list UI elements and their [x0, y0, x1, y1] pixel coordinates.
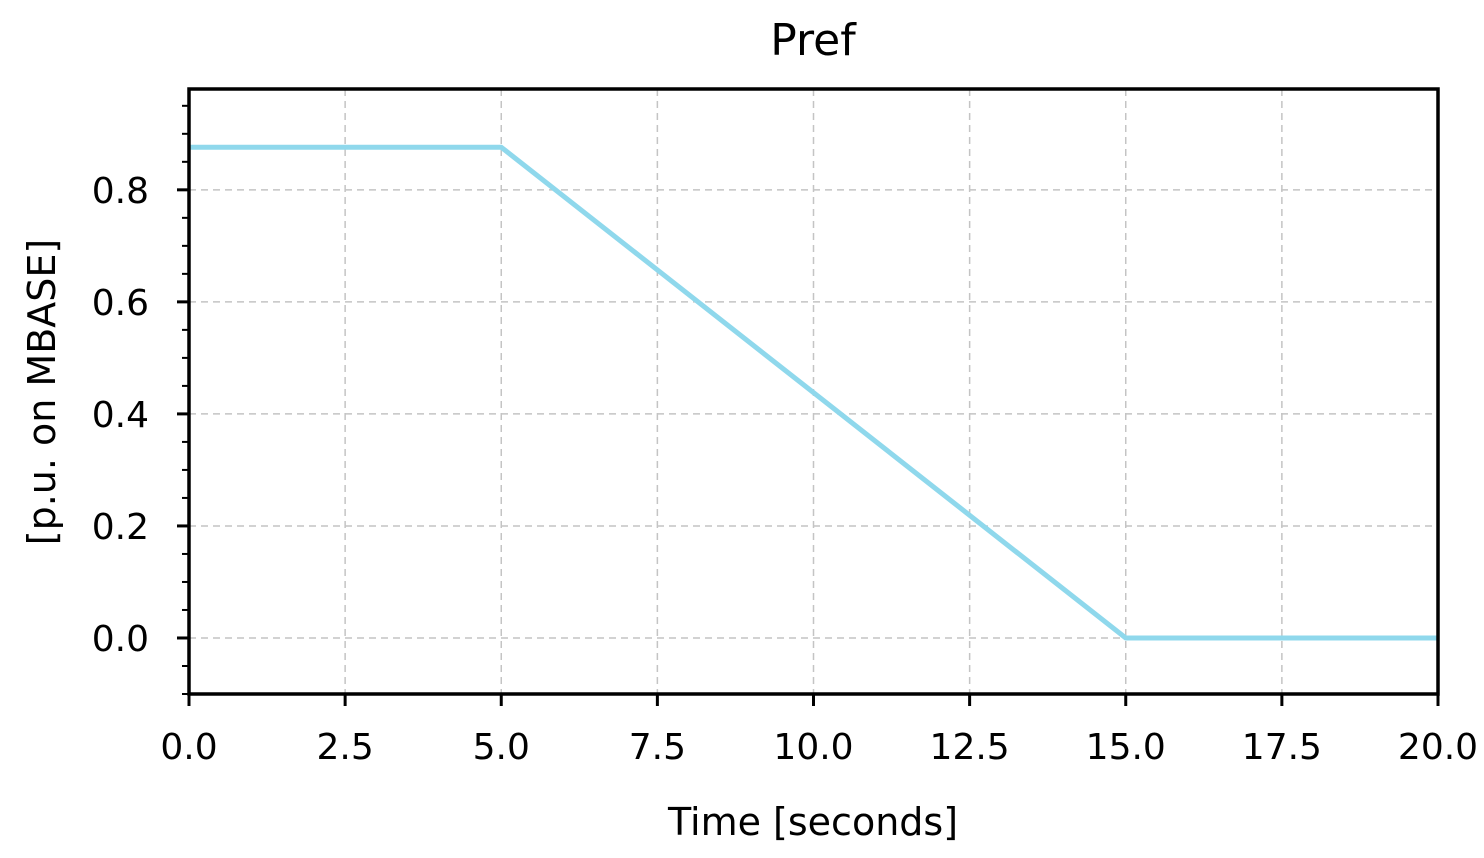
ticks: [177, 104, 1440, 706]
x-tick-label: 7.5: [629, 727, 686, 768]
x-tick-labels: 0.0 2.5 5.0 7.5 10.0 12.5 15.0 17.5 20.0: [160, 727, 1478, 768]
y-tick-label: 0.4: [92, 395, 149, 436]
x-axis-title: Time [seconds]: [667, 800, 958, 844]
series-line: [189, 144, 1438, 641]
x-tick-label: 0.0: [160, 727, 217, 768]
y-tick-label: 0.2: [92, 507, 149, 548]
chart-title: Pref: [770, 15, 857, 66]
x-tick-label: 2.5: [316, 727, 373, 768]
y-tick-label: 0.8: [92, 171, 149, 212]
x-tick-label: 15.0: [1086, 727, 1166, 768]
x-tick-label: 10.0: [773, 727, 853, 768]
y-tick-label: 0.6: [92, 283, 149, 324]
y-axis-title: [p.u. on MBASE]: [20, 239, 64, 546]
series-layer: [189, 144, 1438, 641]
x-tick-label: 17.5: [1242, 727, 1322, 768]
x-tick-label: 5.0: [473, 727, 530, 768]
y-tick-label: 0.0: [92, 619, 149, 660]
y-tick-labels: 0.0 0.2 0.4 0.6 0.8: [92, 171, 149, 660]
grid: [189, 89, 1438, 694]
x-tick-label: 20.0: [1398, 727, 1478, 768]
x-tick-label: 12.5: [930, 727, 1010, 768]
